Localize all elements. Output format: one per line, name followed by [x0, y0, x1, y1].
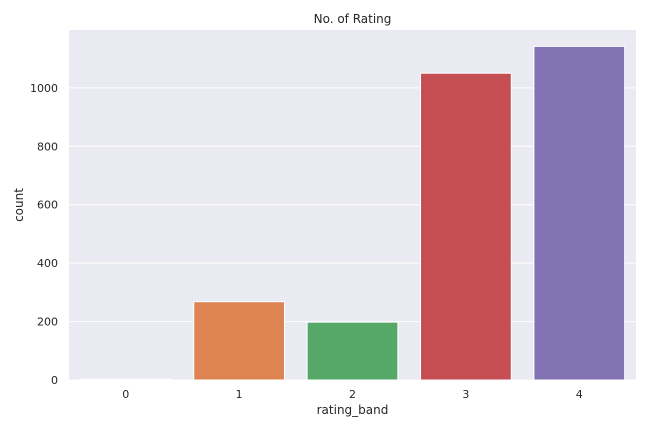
- x-axis-ticks: 0 1 2 3 4: [122, 388, 583, 401]
- x-tick-label: 1: [236, 388, 243, 401]
- x-tick-label: 2: [349, 388, 356, 401]
- y-axis-label: count: [12, 188, 26, 222]
- y-axis-ticks: 0 200 400 600 800 1000: [30, 82, 58, 387]
- x-tick-label: 3: [462, 388, 469, 401]
- y-tick-label: 400: [37, 257, 58, 270]
- bar-2: [306, 321, 399, 381]
- chart-title: No. of Rating: [314, 12, 392, 26]
- bar-4: [533, 45, 626, 381]
- y-tick-label: 800: [37, 140, 58, 153]
- x-axis-label: rating_band: [317, 403, 389, 417]
- y-tick-label: 1000: [30, 82, 58, 95]
- bar-0: [79, 378, 172, 381]
- bar-3: [420, 72, 512, 381]
- x-tick-label: 0: [122, 388, 129, 401]
- y-tick-label: 600: [37, 199, 58, 212]
- bar-1: [193, 301, 285, 381]
- y-tick-label: 200: [37, 316, 58, 329]
- bars: [79, 45, 626, 381]
- y-tick-label: 0: [51, 374, 58, 387]
- x-tick-label: 4: [576, 388, 583, 401]
